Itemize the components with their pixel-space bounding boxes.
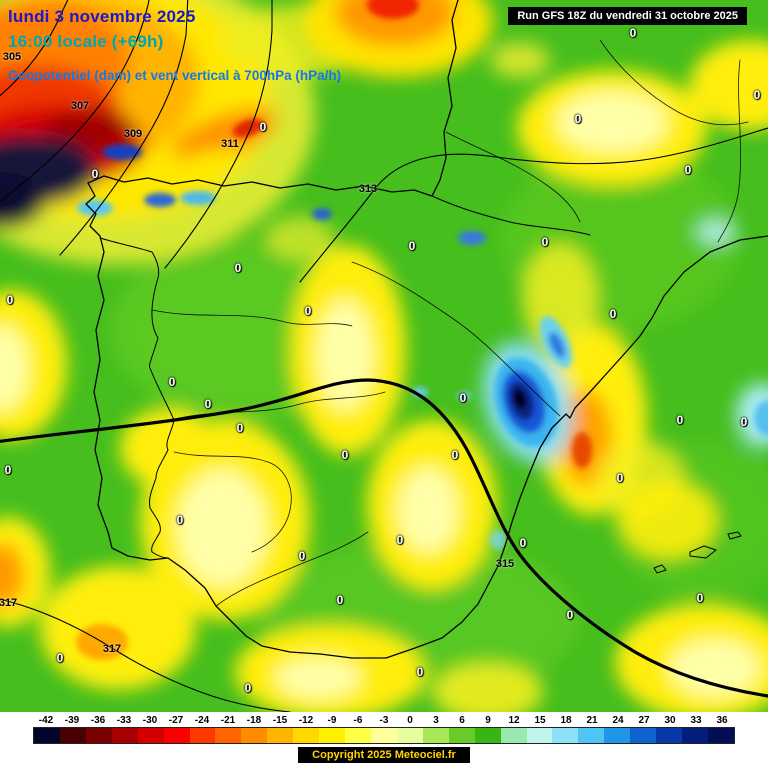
colorbar-segment [345,728,371,743]
colorbar-tick: 27 [638,715,650,726]
colorbar-segment [707,728,734,743]
colorbar-tick: 33 [690,715,702,726]
colorbar-tick: 9 [485,715,491,726]
colorbar-segment [34,728,60,743]
colorbar-segment [293,728,320,743]
colorbar-tick: -39 [64,715,80,726]
colorbar-tick: -24 [194,715,210,726]
colorbar-segment [552,728,579,743]
colorbar-segment [474,728,501,743]
border-spain-france [431,195,591,236]
colorbar-segment [526,728,553,743]
colorbar-segment [111,728,138,743]
colorbar-tick: -6 [353,715,363,726]
colorbar-tick: -9 [327,715,337,726]
contour-lines [0,0,768,712]
colorbar-tick: 30 [664,715,676,726]
colorbar-segment [59,728,86,743]
colorbar-segment [241,728,268,743]
colorbar-tick: 15 [534,715,546,726]
colorbar-segment [137,728,164,743]
run-info-box: Run GFS 18Z du vendredi 31 octobre 2025 [508,7,747,25]
colorbar-tick: 36 [716,715,728,726]
colorbar-tick: 3 [433,715,439,726]
colorbar-tick: -18 [246,715,262,726]
colorbar-tick: -3 [379,715,389,726]
colorbar-tick: 0 [407,715,413,726]
copyright: Copyright 2025 Meteociel.fr [298,747,470,763]
coastline-north-spain-france [87,0,459,197]
weather-map: 0 0 0 0 0 0 0 0 0 0 0 0 0 0 0 0 0 0 0 0 0 0 0 0 0 0 0 0 0 0 0 0 305 307 30… [0,0,768,712]
colorbar-ticks: -42 -39 -36 -33 -30 -27 -24 -21 -18 -15 -12 -9 -6 -3 0… [33,715,735,727]
colorbar [33,727,735,744]
colorbar-tick: 6 [459,715,465,726]
colorbar-segment [604,728,631,743]
colorbar-segment [500,728,527,743]
coastline-iberia-west-south-east [85,182,768,659]
colorbar-tick: 12 [508,715,520,726]
colorbar-segment [85,728,112,743]
border-spain-portugal [99,237,175,559]
colorbar-tick: -30 [142,715,158,726]
coastline-balearics [653,531,742,574]
colorbar-segment [396,728,423,743]
colorbar-segment [267,728,294,743]
time-line: 16:00 locale (+69h) [8,32,164,51]
date-line: lundi 3 novembre 2025 [8,7,196,26]
colorbar-tick: -33 [116,715,132,726]
colorbar-segment [682,728,708,743]
colorbar-tick: -27 [168,715,184,726]
thick-contour-315 [0,378,768,698]
colorbar-segment [656,728,683,743]
color-field-detail [76,0,768,660]
colorbar-segment [215,728,242,743]
colorbar-tick: 21 [586,715,598,726]
weather-map-svg [0,0,768,712]
colorbar-tick: 18 [560,715,572,726]
colorbar-segment [448,728,475,743]
colorbar-segment [630,728,657,743]
colorbar-segment [370,728,397,743]
river-lines [151,39,749,607]
footer-row: Copyright 2025 Meteociel.fr [0,747,768,763]
map-header: lundi 3 novembre 2025 16:00 locale (+69h… [8,4,341,88]
colorbar-tick: -42 [38,715,54,726]
colorbar-segment [578,728,605,743]
colorbar-segment [422,728,449,743]
param-line: Geopotentiel (dam) et vent vertical à 70… [8,68,342,83]
colorbar-segment [163,728,190,743]
colorbar-tick: -15 [272,715,288,726]
colorbar-tick: 24 [612,715,624,726]
colorbar-segment [319,728,346,743]
scale-area: -42 -39 -36 -33 -30 -27 -24 -21 -18 -15 -12 -9 -6 -3 0… [0,712,768,768]
colorbar-segment [189,728,216,743]
colorbar-tick: -12 [298,715,314,726]
colorbar-tick: -36 [90,715,106,726]
colorbar-tick: -21 [220,715,236,726]
